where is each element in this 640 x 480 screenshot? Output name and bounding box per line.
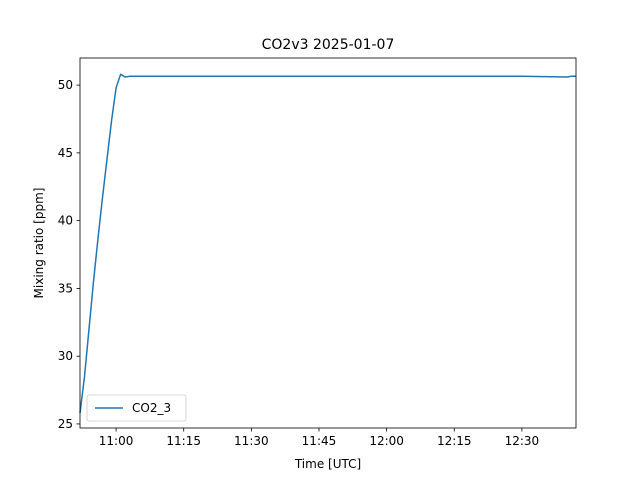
chart-title: CO2v3 2025-01-07: [262, 37, 395, 53]
plot-frame: [79, 57, 577, 429]
x-tick-label: 11:30: [234, 434, 269, 448]
x-tick-label: 12:15: [437, 434, 472, 448]
y-tick-label: 40: [58, 214, 73, 228]
series-layer: [79, 73, 576, 414]
x-axis-ticks: 11:00 11:15 11:30 11:45 12:00 12:15 12:30: [99, 428, 539, 448]
y-tick-label: 30: [58, 349, 73, 363]
y-tick-label: 45: [58, 146, 73, 160]
x-tick-label: 12:30: [505, 434, 540, 448]
y-tick-label: 50: [58, 78, 73, 92]
series-line-co2-3: [79, 73, 576, 414]
x-axis-label: Time [UTC]: [294, 457, 361, 471]
y-tick-label: 25: [58, 417, 73, 431]
x-tick-label: 11:45: [302, 434, 337, 448]
legend-label-co2-3: CO2_3: [132, 401, 171, 415]
y-axis-label: Mixing ratio [ppm]: [32, 188, 46, 299]
plot-background: [80, 58, 576, 428]
plot-area: [79, 57, 577, 429]
legend-box: [86, 394, 187, 422]
y-tick-label: 35: [58, 281, 73, 295]
x-tick-label: 11:00: [99, 434, 134, 448]
x-tick-label: 11:15: [166, 434, 201, 448]
x-tick-label: 12:00: [369, 434, 404, 448]
legend: CO2_3: [86, 394, 187, 422]
y-axis-ticks: 25 30 35 40 45 50: [58, 78, 80, 431]
